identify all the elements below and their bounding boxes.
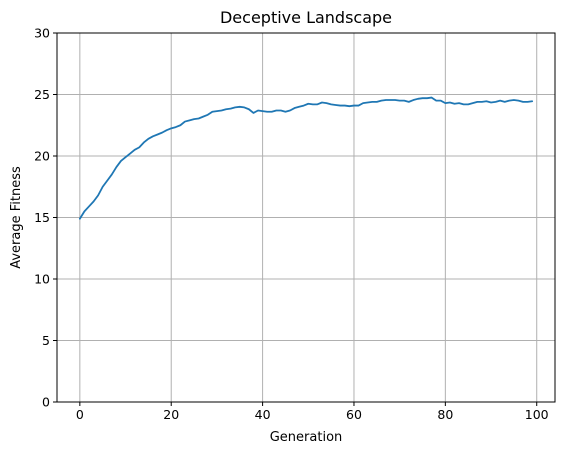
x-tick-label: 100: [525, 407, 549, 422]
y-tick-label: 25: [34, 87, 50, 102]
series-line: [78, 96, 534, 220]
y-tick-label: 10: [34, 272, 50, 287]
chart-title: Deceptive Landscape: [220, 8, 392, 27]
x-tick-label: 40: [255, 407, 271, 422]
y-tick-label: 30: [34, 26, 50, 41]
axis-ticks: 0 20 40 60 80 100 0 5 10 15 20 25 30: [34, 26, 549, 423]
x-tick-label: 60: [346, 407, 362, 422]
x-axis-label: Generation: [270, 430, 343, 445]
y-tick-label: 15: [34, 210, 50, 225]
x-tick-label: 20: [163, 407, 179, 422]
y-tick-label: 0: [42, 395, 50, 410]
x-tick-label: 80: [437, 407, 453, 422]
x-tick-label: 0: [76, 407, 84, 422]
grid-lines: [57, 32, 555, 403]
series-layer: [78, 96, 534, 220]
y-tick-label: 5: [42, 333, 50, 348]
y-axis-label: Average Fitness: [9, 166, 24, 269]
y-tick-label: 20: [34, 149, 50, 164]
